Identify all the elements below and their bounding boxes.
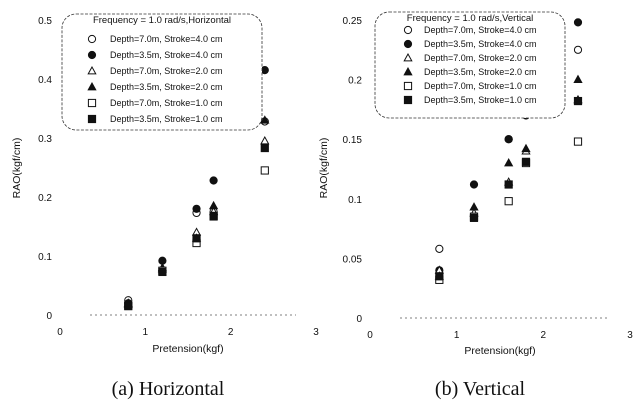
- data-point: [209, 212, 218, 221]
- legend-entry: Depth=3.5m, Stroke=2.0 cm: [110, 82, 223, 92]
- legend: Frequency = 1.0 rad/s,VerticalDepth=7.0m…: [374, 11, 566, 119]
- legend-marker: [87, 114, 97, 124]
- legend-marker: [87, 34, 97, 44]
- legend-marker: [403, 81, 413, 91]
- legend-title: Frequency = 1.0 rad/s,Horizontal: [93, 15, 231, 26]
- legend-entry: Depth=7.0m, Stroke=4.0 cm: [424, 25, 537, 35]
- legend-entry: Depth=3.5m, Stroke=2.0 cm: [424, 67, 537, 77]
- data-point: [573, 45, 583, 54]
- y-tick-label: 0: [46, 311, 52, 322]
- legend-marker: [87, 82, 97, 91]
- series-5: [435, 96, 583, 281]
- data-point: [504, 180, 513, 189]
- legend-marker: [403, 39, 413, 49]
- y-tick-label: 0: [356, 314, 362, 325]
- data-point: [504, 135, 513, 144]
- data-point: [435, 272, 444, 281]
- data-point: [158, 267, 167, 277]
- y-tick-label: 0.2: [38, 193, 52, 204]
- x-tick-label: 3: [313, 327, 319, 338]
- x-axis-label: Pretension(kgf): [152, 343, 223, 355]
- data-point: [192, 204, 201, 213]
- legend-marker: [403, 67, 413, 76]
- x-tick-label: 2: [228, 327, 234, 338]
- data-point: [208, 200, 219, 210]
- legend-marker: [403, 25, 413, 35]
- series-2: [123, 135, 270, 307]
- panel-caption: (a) Horizontal: [112, 378, 225, 400]
- y-tick-label: 0.1: [348, 195, 362, 206]
- data-point: [521, 157, 531, 166]
- legend-entry: Depth=3.5m, Stroke=1.0 cm: [110, 114, 223, 124]
- x-tick-label: 0: [367, 330, 373, 341]
- data-point: [469, 180, 479, 189]
- legend-marker: [87, 98, 97, 108]
- legend-entry: Depth=3.5m, Stroke=4.0 cm: [110, 50, 223, 60]
- legend-box: [61, 13, 263, 131]
- legend-entry: Depth=3.5m, Stroke=4.0 cm: [424, 39, 537, 49]
- x-tick-label: 1: [143, 327, 149, 338]
- data-point: [209, 176, 218, 185]
- y-tick-label: 0.05: [343, 254, 363, 265]
- data-point: [573, 74, 583, 83]
- series-5: [124, 143, 269, 310]
- y-tick-label: 0.15: [343, 135, 363, 146]
- legend-marker: [87, 50, 97, 60]
- legend-box: [374, 11, 566, 119]
- legend: Frequency = 1.0 rad/s,Horizontal Depth=7.…: [61, 13, 263, 131]
- data-point: [260, 166, 269, 175]
- data-point: [192, 234, 201, 243]
- y-tick-label: 0.25: [343, 16, 363, 27]
- x-tick-label: 0: [57, 327, 63, 338]
- legend-entry: Depth=7.0m, Stroke=2.0 cm: [424, 53, 537, 63]
- x-tick-label: 3: [627, 330, 633, 341]
- y-axis-label: RAO(kgf/cm): [318, 138, 330, 199]
- x-tick-label: 1: [454, 330, 460, 341]
- x-tick-label: 2: [541, 330, 547, 341]
- y-tick-label: 0.5: [38, 16, 52, 27]
- data-point: [521, 143, 531, 153]
- y-tick-label: 0.2: [348, 76, 362, 87]
- data-point: [469, 202, 479, 211]
- y-axis-label: RAO(kgf/cm): [11, 138, 23, 199]
- y-tick-label: 0.3: [38, 134, 52, 145]
- data-point: [260, 143, 269, 153]
- data-point: [573, 18, 583, 27]
- legend-entry: Depth=3.5m, Stroke=1.0 cm: [424, 95, 537, 105]
- data-point: [504, 197, 513, 206]
- data-point: [124, 301, 133, 310]
- data-point: [573, 137, 583, 146]
- legend-marker: [87, 66, 97, 75]
- data-point: [260, 135, 270, 145]
- legend-entry: Depth=7.0m, Stroke=4.0 cm: [110, 34, 223, 44]
- legend-marker: [403, 53, 413, 62]
- legend-title: Frequency = 1.0 rad/s,Vertical: [407, 13, 533, 24]
- chart-horizontal: 0 1 2 3 0 0.1 0.2 0.3 0.4 0.5 Pretension(kgf) RAO(k…: [11, 13, 319, 400]
- data-point: [469, 213, 479, 222]
- data-point: [435, 244, 444, 253]
- y-tick-label: 0.1: [38, 252, 52, 263]
- data-point: [504, 158, 514, 167]
- legend-marker: [403, 95, 413, 105]
- data-point: [260, 115, 270, 124]
- panel-caption: (b) Vertical: [435, 378, 526, 400]
- chart-vertical: 0 1 2 3 0 0.05 0.1 0.15 0.2 0.25 Pretension(kgf) RA…: [318, 11, 633, 400]
- data-point: [573, 96, 583, 106]
- legend-entry: Depth=7.0m, Stroke=2.0 cm: [110, 66, 223, 76]
- legend-entry: Depth=7.0m, Stroke=1.0 cm: [110, 98, 223, 108]
- legend-entry: Depth=7.0m, Stroke=1.0 cm: [424, 81, 537, 91]
- x-axis-label: Pretension(kgf): [464, 345, 535, 357]
- y-tick-label: 0.4: [38, 75, 52, 86]
